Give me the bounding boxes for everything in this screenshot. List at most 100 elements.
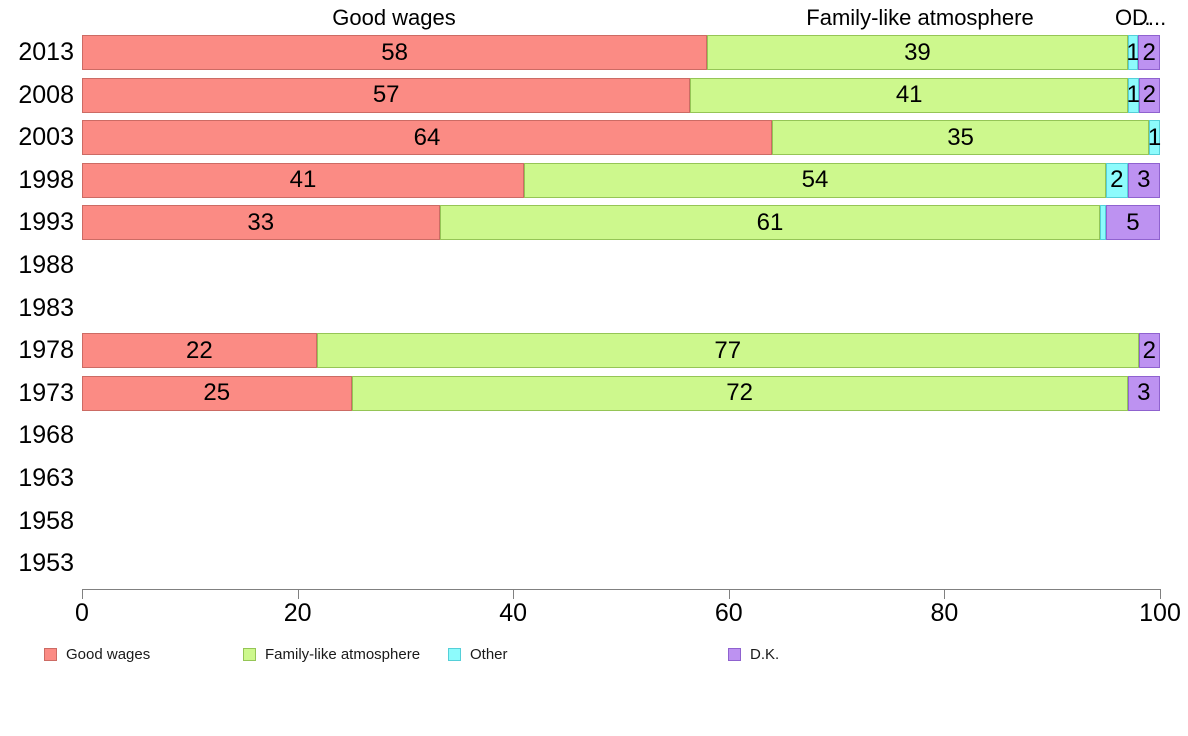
bar-value-label: 1	[1126, 81, 1140, 109]
bar-segment: 41	[690, 77, 1128, 113]
bar-segment: 64	[82, 120, 772, 156]
bar-segment: 35	[771, 120, 1150, 156]
y-axis-label: 1983	[18, 293, 74, 322]
bar-row: 33 61 5	[82, 205, 1160, 241]
bar-segment: 77	[316, 333, 1139, 369]
legend-item: Other	[448, 644, 508, 664]
bar-row: 41 54 2 3	[82, 162, 1160, 198]
y-axis-label: 1968	[18, 421, 74, 450]
bar-value-label: 61	[756, 208, 784, 236]
bar-segment: 61	[439, 205, 1101, 241]
legend-swatch	[448, 647, 461, 661]
bar-value-label: 64	[413, 123, 441, 151]
bar-value-label: 2	[1142, 38, 1156, 66]
bar-value-label: 58	[381, 38, 408, 66]
y-axis-label: 1998	[18, 165, 74, 194]
bar-segment: 2	[1138, 333, 1160, 369]
bar-value-label: 5	[1126, 208, 1140, 236]
bar-segment: 41	[82, 162, 524, 198]
column-header: Good wages	[332, 5, 456, 30]
x-axis-tick	[1160, 589, 1161, 599]
y-axis-label: 1963	[18, 464, 74, 492]
bar-segment: 1	[1126, 77, 1140, 113]
bar-value-label: 72	[726, 379, 753, 407]
y-axis-label: 1953	[18, 549, 74, 578]
bar-value-label: 77	[714, 336, 742, 364]
bar-row: 22 77 2	[82, 333, 1160, 369]
bar-value-label: 2	[1142, 81, 1156, 109]
y-axis-label: 1988	[18, 251, 74, 279]
bar-row: 58 39 1 2	[82, 35, 1160, 70]
bar-row: 25 72 3	[82, 375, 1160, 411]
x-axis-tick	[513, 589, 515, 599]
bar-value-label: 1	[1147, 123, 1162, 151]
x-axis-tick	[82, 589, 83, 599]
bar-value-label: 39	[904, 38, 931, 66]
x-axis-tick	[728, 589, 730, 599]
bar-value-label: 25	[203, 379, 231, 407]
x-axis-tick-label: 100	[1139, 599, 1181, 627]
y-axis-label: 1978	[18, 336, 74, 365]
bar-value-label: 2	[1142, 336, 1156, 364]
bar-row: 64 35 1	[82, 120, 1162, 156]
column-header: D...	[1132, 5, 1167, 30]
y-axis-label: 2003	[18, 123, 74, 152]
bar-segment: 3	[1127, 375, 1160, 411]
bar-segment: 2	[1106, 162, 1128, 198]
x-axis-tick	[944, 589, 946, 599]
bar-segment: 58	[82, 35, 708, 70]
y-axis-label: 2008	[18, 80, 74, 109]
bar-value-label: 3	[1137, 379, 1151, 407]
x-axis-tick-label: 0	[75, 599, 89, 627]
bar-segment: 39	[707, 35, 1128, 70]
bar-segment: 2	[1138, 35, 1160, 70]
x-axis-tick-label: 80	[930, 599, 959, 627]
bar-value-label: 54	[801, 166, 829, 194]
bar-segment: 25	[82, 375, 352, 411]
bar-segment: 33	[82, 205, 440, 241]
legend-item: Family-like atmosphere	[243, 644, 420, 664]
legend-item: Good wages	[44, 644, 150, 664]
x-axis-tick-label: 60	[714, 599, 743, 627]
y-axis-label: 1993	[18, 208, 74, 237]
bar-segment: 1	[1147, 120, 1162, 156]
bar-value-label: 2	[1110, 166, 1124, 194]
bar-value-label: 1	[1126, 38, 1140, 66]
legend-label: Good wages	[66, 645, 151, 663]
legend-label: D.K.	[750, 645, 780, 663]
x-axis-line	[82, 589, 1161, 590]
legend-label: Other	[470, 645, 508, 663]
bar-segment: 72	[351, 375, 1128, 411]
bar-row: 57 41 1 2	[82, 77, 1160, 113]
bar-segment: 57	[82, 77, 691, 113]
bar-segment: 2	[1138, 77, 1160, 113]
legend: Good wages Family-like atmosphere Other D.K…	[0, 641, 1188, 667]
bar-segment: 1	[1126, 35, 1140, 70]
y-axis-label: 1973	[18, 378, 74, 407]
bar-value-label: 57	[372, 81, 400, 109]
bar-value-label: 35	[947, 123, 974, 151]
legend-label: Family-like atmosphere	[265, 645, 421, 663]
bar-segment: 54	[523, 162, 1107, 198]
bar-segment	[1100, 205, 1106, 241]
legend-item: D.K.	[728, 644, 779, 664]
legend-swatch	[44, 647, 57, 661]
y-axis-label: 2013	[18, 38, 74, 66]
bar-segment: 5	[1105, 205, 1160, 241]
x-axis-tick	[297, 589, 299, 599]
y-axis-label: 1958	[18, 506, 74, 535]
column-header: O...	[1115, 5, 1151, 30]
legend-swatch	[728, 647, 741, 661]
bar-segment: 22	[82, 333, 317, 369]
x-axis-tick-label: 20	[283, 599, 312, 627]
bar-value-label: 33	[247, 208, 275, 236]
column-header: Family-like atmosphere	[806, 5, 1034, 30]
bar-value-label: 22	[186, 336, 213, 364]
bar-segment: 3	[1127, 162, 1160, 198]
x-axis-tick-label: 40	[499, 599, 528, 627]
bar-value-label: 41	[895, 81, 923, 109]
legend-swatch	[243, 647, 256, 661]
bar-value-label: 41	[289, 166, 317, 194]
bar-value-label: 3	[1137, 166, 1151, 194]
